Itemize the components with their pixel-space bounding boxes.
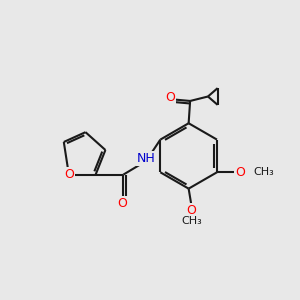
Text: CH₃: CH₃	[181, 216, 202, 226]
Text: O: O	[64, 168, 74, 181]
Text: O: O	[117, 197, 127, 210]
Text: O: O	[235, 166, 245, 179]
Text: O: O	[165, 92, 175, 104]
Text: NH: NH	[137, 152, 155, 165]
Text: CH₃: CH₃	[253, 167, 274, 177]
Text: O: O	[187, 203, 196, 217]
